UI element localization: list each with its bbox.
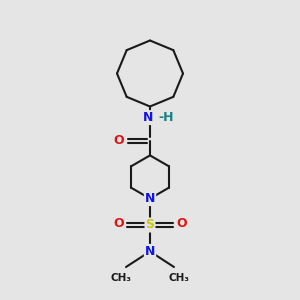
Text: CH₃: CH₃ [110,273,131,283]
Text: N: N [143,111,154,124]
Text: O: O [113,217,124,230]
Text: N: N [145,192,155,205]
Text: -H: -H [158,111,174,124]
Text: N: N [145,245,155,258]
Text: O: O [176,217,187,230]
Text: CH₃: CH₃ [169,273,190,283]
Text: O: O [114,134,124,148]
Text: S: S [146,218,154,232]
